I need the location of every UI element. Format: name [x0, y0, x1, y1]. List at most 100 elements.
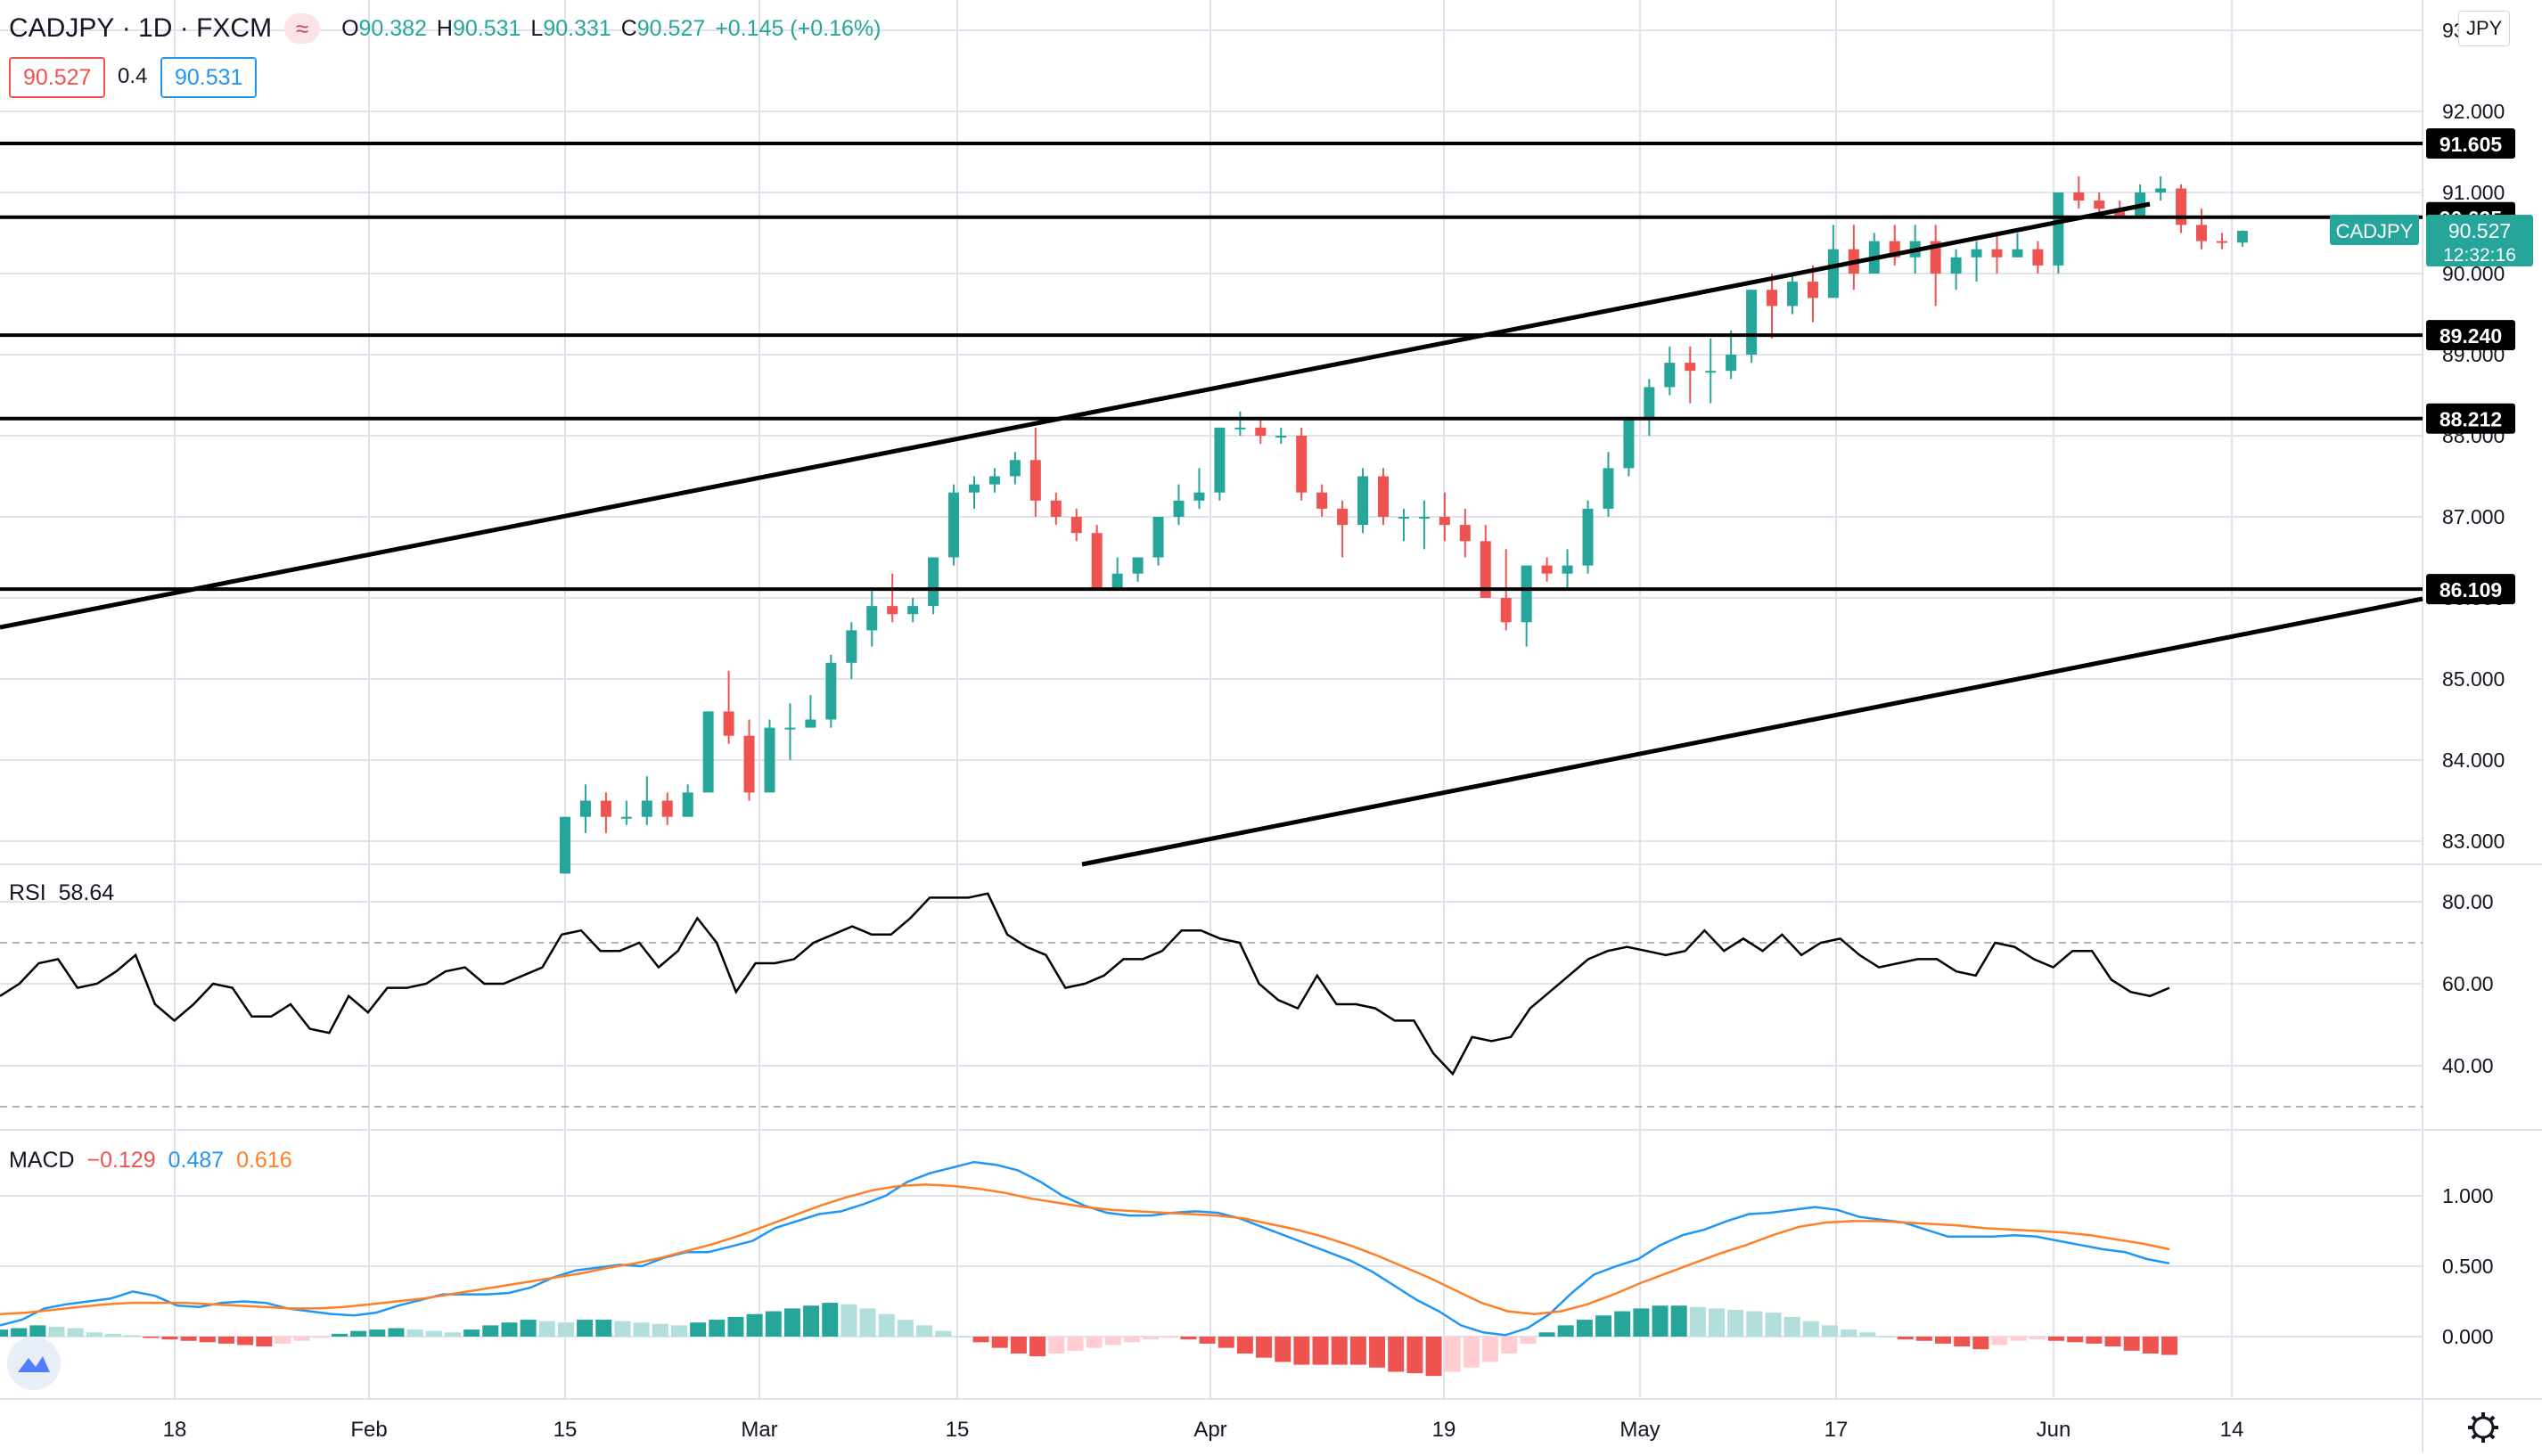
candle-body — [702, 711, 714, 793]
macd-histogram-bar — [1670, 1305, 1687, 1337]
macd-histogram-bar — [1915, 1337, 1932, 1341]
interval[interactable]: 1D — [138, 13, 173, 43]
macd-histogram-bar — [1822, 1325, 1839, 1337]
candle-body — [2053, 192, 2064, 266]
candle-body — [1726, 355, 1737, 372]
symbol-name[interactable]: CADJPY — [9, 13, 115, 43]
macd-histogram-bar — [803, 1305, 820, 1337]
macd-histogram-bar — [2029, 1337, 2046, 1340]
candle-body — [1357, 476, 1369, 526]
candle-body — [1111, 573, 1123, 590]
macd-histogram-bar — [2010, 1337, 2027, 1341]
candle-body — [1275, 436, 1287, 438]
macd-histogram-bar — [1067, 1337, 1084, 1351]
tradingview-logo-icon[interactable] — [7, 1337, 61, 1390]
currency-unit-button[interactable]: JPY — [2458, 11, 2511, 46]
x-tick-label: Feb — [350, 1418, 387, 1442]
high-value: 90.531 — [452, 15, 521, 41]
settings-gear-tooth — [2489, 1415, 2496, 1422]
macd-histogram-bar — [1349, 1337, 1366, 1365]
candle-body — [682, 792, 693, 817]
macd-histogram-bar — [1236, 1337, 1253, 1354]
macd-histogram-bar — [1123, 1337, 1140, 1343]
x-tick-label: 17 — [1824, 1418, 1849, 1442]
macd-histogram-bar — [1991, 1337, 2008, 1346]
settings-gear-icon[interactable] — [2472, 1416, 2495, 1439]
macd-histogram-bar — [1425, 1337, 1442, 1377]
x-tick-label: 14 — [2220, 1418, 2244, 1442]
wave-icon[interactable]: ≈ — [284, 13, 321, 44]
macd-histogram-bar — [369, 1329, 386, 1337]
buy-button[interactable]: 90.531 — [160, 57, 258, 98]
macd-histogram-bar — [1727, 1309, 1744, 1337]
macd-histogram-bar — [1954, 1337, 1971, 1347]
macd-histogram-bar — [709, 1320, 726, 1337]
x-tick-label: Apr — [1193, 1418, 1226, 1442]
macd-histogram-bar — [1576, 1320, 1593, 1337]
candle-body — [620, 816, 632, 819]
candle-body — [969, 484, 980, 493]
price-tick-label: 87.000 — [2442, 505, 2505, 528]
level-label-box — [2426, 574, 2515, 605]
bar-countdown: 12:32:16 — [2443, 245, 2516, 266]
candle-body — [2114, 209, 2126, 217]
last-price-value: 90.527 — [2448, 219, 2511, 242]
macd-histogram-bar — [199, 1337, 216, 1343]
candle-body — [1827, 249, 1839, 299]
macd-histogram-bar — [1180, 1337, 1197, 1340]
macd-histogram-bar — [104, 1333, 121, 1337]
rsi-label: RSI — [9, 880, 46, 905]
macd-histogram-bar — [0, 1329, 8, 1337]
macd-histogram-bar — [1614, 1311, 1631, 1337]
candle-body — [2176, 188, 2187, 225]
candle-body — [1091, 533, 1103, 590]
rsi-legend[interactable]: RSI 58.64 — [9, 880, 114, 906]
macd-histogram-bar — [237, 1337, 254, 1346]
macd-histogram-bar — [538, 1321, 555, 1337]
candle-body — [1132, 557, 1144, 574]
macd-histogram-bar — [670, 1325, 687, 1337]
sell-button[interactable]: 90.527 — [9, 57, 106, 98]
candle-body — [846, 630, 857, 663]
macd-histogram-bar — [595, 1320, 612, 1337]
settings-gear-tooth — [2471, 1415, 2478, 1422]
macd-histogram-bar — [444, 1332, 461, 1337]
level-label-box — [2426, 403, 2515, 434]
candle-body — [1623, 419, 1635, 469]
candle-body — [928, 557, 939, 607]
candle-body — [907, 606, 919, 615]
macd-histogram-bar — [972, 1337, 989, 1343]
macd-histogram-bar — [1275, 1337, 1292, 1362]
rsi-value: 58.64 — [58, 880, 115, 905]
macd-histogram-bar — [2123, 1337, 2140, 1351]
candle-body — [1152, 517, 1164, 558]
candle-body — [600, 800, 611, 817]
macd-histogram-bar — [1538, 1332, 1555, 1337]
macd-histogram-bar — [1689, 1306, 1706, 1337]
macd-histogram-bar — [1520, 1337, 1537, 1344]
candle-body — [1746, 290, 1758, 355]
macd-histogram-bar — [1557, 1325, 1574, 1337]
candle-body — [1296, 436, 1308, 493]
macd-label: MACD — [9, 1148, 75, 1173]
candle-body — [1070, 517, 1082, 534]
candle-body — [1807, 282, 1818, 299]
symbol-header[interactable]: CADJPY · 1D · FXCM ≈ O90.382 H90.531 L90… — [9, 13, 882, 44]
candle-body — [866, 606, 878, 631]
macd-histogram-bar — [577, 1320, 594, 1337]
macd-histogram-bar — [1048, 1337, 1065, 1354]
macd-legend[interactable]: MACD −0.129 0.487 0.616 — [9, 1148, 292, 1174]
candle-body — [2216, 241, 2227, 243]
settings-gear-tooth — [2471, 1433, 2478, 1440]
macd-histogram-bar — [501, 1322, 518, 1337]
price-tick-label: 83.000 — [2442, 830, 2505, 853]
candle-body — [1521, 565, 1532, 623]
macd-histogram-bar — [482, 1325, 499, 1337]
macd-histogram-bar — [1086, 1337, 1103, 1348]
candle-body — [661, 800, 673, 817]
macd-histogram-bar — [406, 1329, 423, 1337]
macd-histogram-bar — [1482, 1337, 1499, 1362]
macd-histogram-bar — [727, 1316, 744, 1337]
candle-body — [743, 735, 755, 793]
